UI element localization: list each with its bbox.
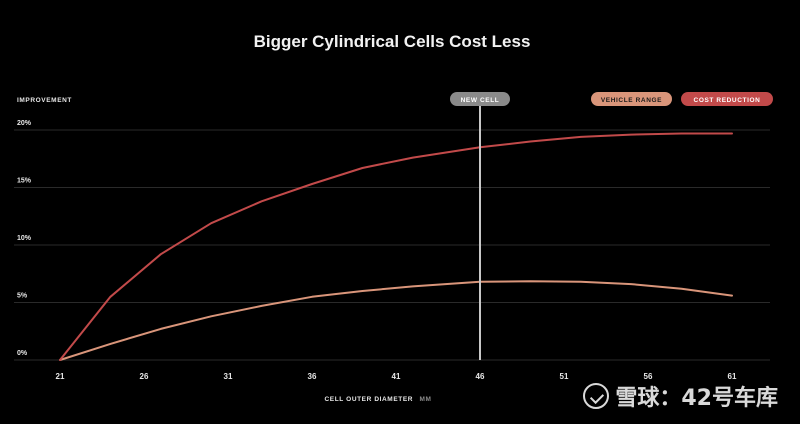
legend-cost-reduction-pill xyxy=(681,92,773,106)
chart-title: Bigger Cylindrical Cells Cost Less xyxy=(254,32,531,51)
legend-vehicle-range-label: VEHICLE RANGE xyxy=(601,97,662,104)
x-tick-label: 51 xyxy=(560,372,569,381)
new-cell-label: NEW CELL xyxy=(461,97,500,104)
snowball-logo-icon xyxy=(583,383,610,409)
y-axis-label: IMPROVEMENT xyxy=(17,97,72,104)
new-cell-annotation: NEW CELL xyxy=(450,92,510,360)
legend-cost-reduction-label: COST REDUCTION xyxy=(694,97,761,104)
y-tick-label: 20% xyxy=(17,120,32,127)
grid xyxy=(14,129,770,361)
legend: VEHICLE RANGE COST REDUCTION xyxy=(591,92,773,106)
y-tick-label: 5% xyxy=(17,293,28,300)
x-tick-label: 56 xyxy=(644,372,653,381)
watermark-text: 雪球：42号车库 xyxy=(615,386,778,411)
y-axis-ticks: 0% 5% 10% 15% 20% xyxy=(17,120,32,357)
x-tick-label: 21 xyxy=(56,372,65,381)
x-axis-label-text: CELL OUTER DIAMETER xyxy=(325,396,414,403)
x-tick-label: 36 xyxy=(308,372,317,381)
series-line-cost-reduction xyxy=(59,132,733,361)
x-tick-label: 61 xyxy=(728,372,737,381)
y-tick-label: 0% xyxy=(17,350,28,357)
new-cell-badge xyxy=(450,92,510,106)
x-tick-label: 26 xyxy=(140,372,149,381)
x-tick-label: 41 xyxy=(392,372,401,381)
series-lines xyxy=(59,132,733,361)
watermark: 雪球：42号车库 xyxy=(583,380,778,412)
x-axis-label: CELL OUTER DIAMETER MM xyxy=(325,396,432,403)
y-tick-label: 10% xyxy=(17,235,32,242)
x-axis-unit: MM xyxy=(419,396,431,403)
x-axis-ticks: 21 26 31 36 41 46 51 56 61 xyxy=(56,372,737,381)
legend-vehicle-range-pill xyxy=(591,92,672,106)
y-tick-label: 15% xyxy=(17,178,32,185)
x-tick-label: 31 xyxy=(224,372,233,381)
series-line-vehicle-range xyxy=(59,280,733,361)
x-tick-label: 46 xyxy=(476,372,485,381)
